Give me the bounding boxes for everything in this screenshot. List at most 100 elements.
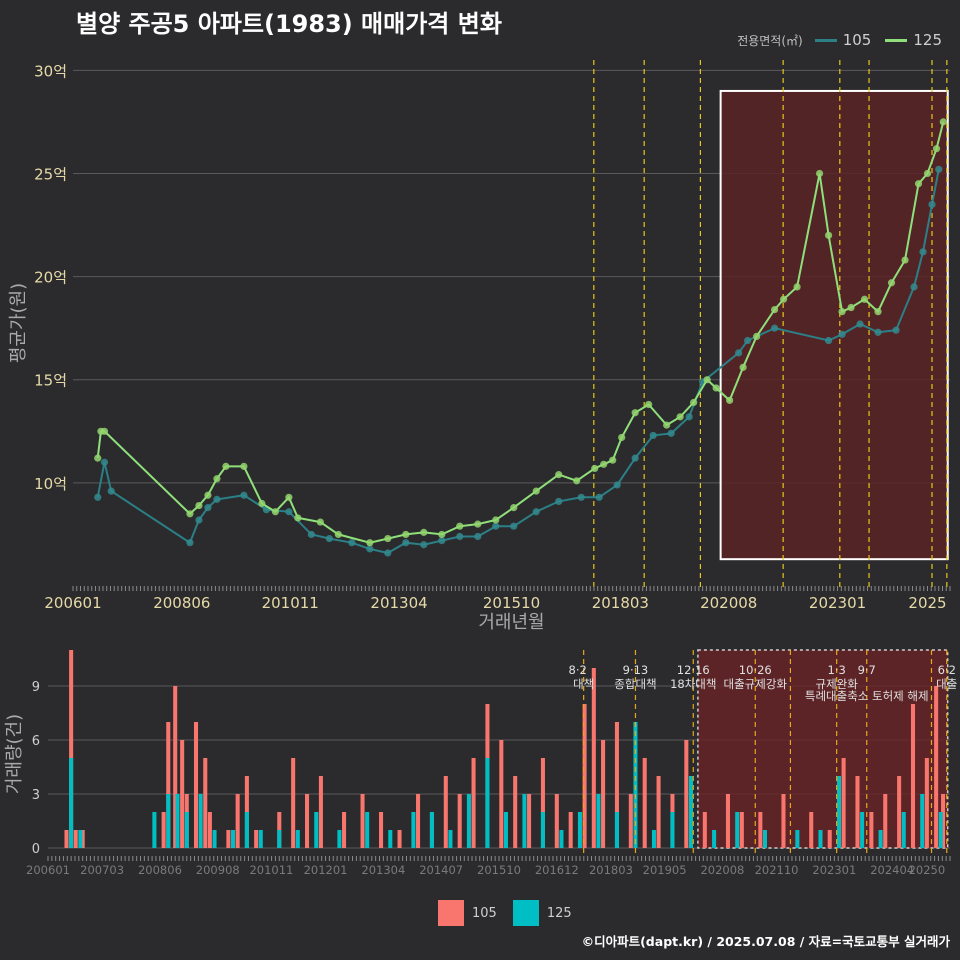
price-x-tick-label: 202301: [809, 594, 866, 612]
volume-x-tick-label: 202008: [700, 863, 744, 877]
price-point-125: [271, 508, 279, 516]
price-point-125: [195, 501, 203, 510]
price-point-125: [100, 427, 109, 435]
price-point-125: [600, 460, 608, 468]
volume-bar-105: [702, 812, 707, 848]
volume-y-tick-label: 3: [32, 788, 40, 803]
price-point-105: [935, 165, 943, 173]
volume-bar-105: [855, 776, 860, 848]
volume-bar-125: [577, 812, 582, 848]
price-point-105: [100, 458, 109, 466]
price-point-105: [910, 283, 918, 291]
volume-x-tick-label: 200601: [26, 863, 70, 877]
volume-bar-125: [938, 812, 943, 848]
price-point-105: [856, 320, 864, 328]
price-point-125: [860, 295, 869, 303]
volume-y-tick-label: 9: [32, 680, 40, 695]
price-point-125: [240, 462, 248, 470]
volume-bar-105: [379, 812, 384, 848]
volume-bar-105: [207, 812, 212, 848]
price-point-125: [474, 520, 482, 528]
price-point-125: [492, 516, 500, 524]
price-point-105: [195, 516, 203, 524]
volume-bar-105: [318, 776, 323, 848]
volume-bar-125: [901, 812, 906, 848]
price-x-tick-label: 201803: [592, 594, 649, 612]
price-point-125: [726, 396, 734, 404]
policy-date-label: 8·2: [569, 663, 587, 677]
volume-bar-105: [73, 830, 78, 848]
policy-date-label: 6·2: [938, 663, 956, 677]
policy-name-label: 특례대출축소 토허제 해제: [805, 689, 929, 703]
volume-bar-105: [180, 740, 185, 848]
volume-bar-105: [601, 740, 606, 848]
policy-name-label: 18차대책: [670, 677, 716, 691]
volume-bar-105: [80, 830, 85, 848]
volume-highlight: [697, 649, 949, 849]
volume-bar-105: [291, 758, 296, 848]
volume-bar-105: [203, 758, 208, 848]
volume-bar-105: [827, 830, 832, 848]
area-legend: 전용면적(㎡) 105 125: [737, 31, 950, 49]
volume-bar-105: [235, 794, 240, 848]
policy-name-label: 종합대책: [614, 677, 656, 691]
volume-bar-105: [809, 812, 814, 848]
policy-name-label: 대출: [936, 677, 957, 691]
price-point-105: [919, 248, 927, 256]
recent-period-highlight: [719, 89, 949, 561]
price-point-125: [815, 169, 824, 178]
volume-bar-125: [212, 830, 217, 848]
price-point-105: [492, 522, 500, 530]
volume-bar-105: [910, 704, 916, 848]
volume-bar-125: [688, 776, 693, 848]
volume-bar-105: [305, 794, 310, 848]
volume-bar-125: [503, 812, 508, 848]
price-point-105: [204, 504, 212, 512]
price-point-105: [874, 328, 882, 336]
volume-bar-105: [924, 758, 929, 848]
volume-bar-125: [795, 830, 800, 848]
volume-bar-105: [161, 812, 166, 848]
price-point-125: [420, 528, 428, 536]
volume-bar-105: [781, 794, 786, 848]
price-point-105: [595, 493, 603, 501]
volume-x-tick-label: 201510: [477, 863, 521, 877]
price-point-125: [739, 363, 747, 371]
price-y-tick-label: 15억: [34, 372, 67, 390]
price-point-105: [824, 336, 833, 345]
price-point-105: [510, 522, 518, 530]
volume-bar-105: [841, 758, 846, 848]
volume-bar-105: [254, 830, 259, 848]
price-point-105: [402, 539, 410, 547]
legend-box-label-125: 125: [546, 905, 572, 921]
volume-bar-125: [258, 830, 263, 848]
volume-bar-125: [388, 830, 393, 848]
price-point-125: [573, 477, 581, 485]
price-point-105: [325, 534, 333, 543]
price-point-125: [384, 534, 392, 543]
price-point-125: [555, 471, 563, 479]
price-point-125: [753, 332, 761, 341]
volume-bar-125: [411, 812, 416, 848]
price-point-105: [735, 349, 743, 357]
price-point-125: [222, 462, 230, 470]
volume-bar-105: [684, 740, 689, 848]
price-point-125: [690, 398, 698, 407]
price-point-105: [771, 324, 779, 332]
volume-bar-105: [64, 830, 69, 848]
volume-bar-125: [314, 812, 319, 848]
price-point-125: [186, 510, 194, 518]
price-x-tick-label: 200806: [153, 594, 210, 612]
footer-credit: ©디아파트(dapt.kr) / 2025.07.08 / 자료=국토교통부 실…: [581, 934, 950, 949]
volume-y-axis-label: 거래량(건): [4, 714, 25, 794]
legend-label-105: 105: [842, 31, 872, 49]
volume-x-tick-label: 200806: [138, 863, 182, 877]
price-point-105: [838, 330, 846, 338]
price-point-125: [824, 231, 833, 239]
volume-bar-125: [365, 812, 370, 848]
price-point-105: [532, 508, 540, 516]
policy-date-label: 12·16: [677, 663, 710, 677]
volume-bar-125: [429, 812, 434, 848]
volume-bar-125: [337, 830, 342, 848]
